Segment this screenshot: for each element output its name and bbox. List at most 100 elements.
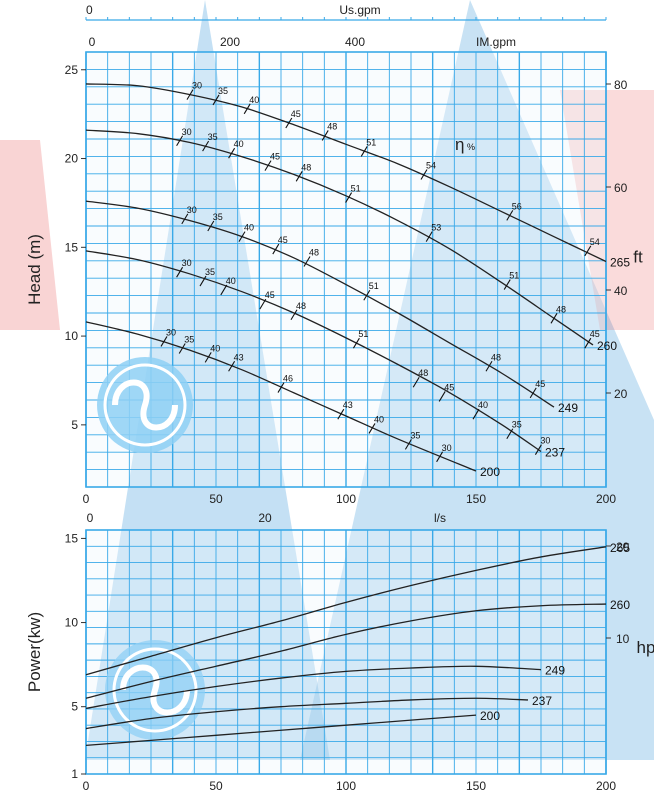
x-tick-label: 200 [596, 492, 616, 506]
impeller-label-237: 237 [532, 694, 552, 708]
efficiency-tick [176, 266, 184, 278]
efficiency-label: 45 [444, 382, 454, 392]
watermark-red-mark-right [560, 90, 654, 330]
y-tick-label: 15 [65, 531, 79, 545]
efficiency-label: 30 [442, 443, 452, 453]
x-tick-label: 100 [336, 779, 356, 793]
plot-border [85, 51, 607, 488]
top-axis-tick-label: 0 [86, 3, 93, 17]
efficiency-label: 48 [491, 352, 501, 362]
efficiency-label: 40 [234, 139, 244, 149]
efficiency-label: 35 [184, 335, 194, 345]
efficiency-label: 45 [535, 379, 545, 389]
ft-tick-label: 40 [614, 284, 628, 298]
efficiency-label: 45 [291, 109, 301, 119]
efficiency-label: 48 [301, 162, 311, 172]
efficiency-tick [204, 352, 212, 363]
efficiency-tick [352, 337, 360, 349]
efficiency-label: 30 [182, 127, 192, 137]
efficiency-label: 46 [283, 374, 293, 384]
efficiency-tick [404, 439, 412, 450]
efficiency-tick [584, 337, 592, 349]
efficiency-label: 48 [556, 304, 566, 314]
y-tick-label: 5 [71, 700, 78, 714]
y-tick-label: 5 [71, 418, 78, 432]
y-tick-label: 20 [65, 152, 79, 166]
impeller-label-249: 249 [558, 401, 578, 415]
plot-border [85, 529, 607, 775]
efficiency-label: 35 [213, 212, 223, 222]
impeller-curve-237 [85, 697, 529, 730]
impeller-label-200: 200 [480, 709, 500, 723]
efficiency-tick [503, 279, 511, 290]
efficiency-label: 30 [166, 327, 176, 337]
efficiency-tick [550, 313, 558, 324]
efficiency-tick [202, 140, 210, 152]
efficiency-tick [272, 243, 280, 255]
efficiency-tick [436, 451, 444, 463]
impeller-label-260: 260 [597, 339, 617, 353]
x-tick-label: 150 [466, 492, 486, 506]
efficiency-label: 40 [249, 95, 259, 105]
efficiency-tick [295, 171, 303, 182]
ls-tick-label: 0 [87, 511, 94, 525]
im-gpm-tick-label: 0 [89, 35, 96, 49]
watermark-red-mark [0, 140, 60, 330]
efficiency-label: 30 [187, 205, 197, 215]
efficiency-tick [228, 360, 236, 372]
impeller-label-237: 237 [545, 445, 565, 459]
efficiency-label: 35 [512, 420, 522, 430]
impeller-curve-265 [85, 546, 607, 676]
efficiency-tick [277, 382, 285, 393]
efficiency-label: 48 [309, 248, 319, 258]
efficiency-tick [368, 423, 376, 434]
efficiency-label: 51 [369, 281, 379, 291]
efficiency-tick [337, 408, 345, 420]
efficiency-tick [472, 408, 480, 420]
efficiency-label: 35 [205, 267, 215, 277]
impeller-label-200: 200 [480, 465, 500, 479]
efficiency-label: 35 [208, 132, 218, 142]
efficiency-label: 43 [234, 352, 244, 362]
y-axis-title: Head (m) [25, 234, 44, 305]
efficiency-label: 54 [590, 237, 600, 247]
efficiency-tick [534, 444, 542, 455]
efficiency-tick [290, 309, 298, 321]
efficiency-tick [485, 360, 493, 372]
efficiency-label: 40 [374, 414, 384, 424]
efficiency-label: 30 [192, 81, 202, 91]
impeller-curve-249 [85, 200, 555, 408]
impeller-curve-200 [85, 321, 477, 472]
impeller-curve-249 [85, 665, 542, 710]
efficiency-tick [264, 160, 272, 171]
ft-tick-label: 60 [614, 181, 628, 195]
y-tick-label: 10 [65, 329, 79, 343]
efficiency-label: 51 [509, 271, 519, 281]
efficiency-tick [584, 245, 592, 257]
impeller-curve-260 [85, 129, 594, 346]
impeller-curve-265 [85, 83, 607, 263]
efficiency-label: 56 [512, 201, 522, 211]
impeller-label-260: 260 [610, 598, 630, 612]
x-tick-label: 150 [466, 779, 486, 793]
efficiency-tick [529, 387, 537, 399]
efficiency-label: 35 [218, 86, 228, 96]
y-tick-label: 25 [65, 63, 79, 77]
efficiency-tick [178, 343, 186, 354]
efficiency-tick [228, 147, 236, 159]
logo-swirl-icon [97, 357, 193, 453]
hp-tick-label: 10 [616, 632, 630, 646]
watermark-triangle-left [85, 0, 330, 760]
efficiency-label: 51 [358, 329, 368, 339]
efficiency-label: 45 [265, 290, 275, 300]
efficiency-tick [199, 275, 207, 287]
impeller-label-265: 265 [610, 256, 630, 270]
efficiency-label: 45 [278, 235, 288, 245]
efficiency-label: 48 [418, 368, 428, 378]
x-tick-label: 0 [83, 779, 90, 793]
efficiency-tick [212, 94, 220, 106]
impeller-curve-200 [85, 714, 477, 747]
efficiency-tick [259, 298, 267, 310]
efficiency-tick [243, 103, 251, 115]
